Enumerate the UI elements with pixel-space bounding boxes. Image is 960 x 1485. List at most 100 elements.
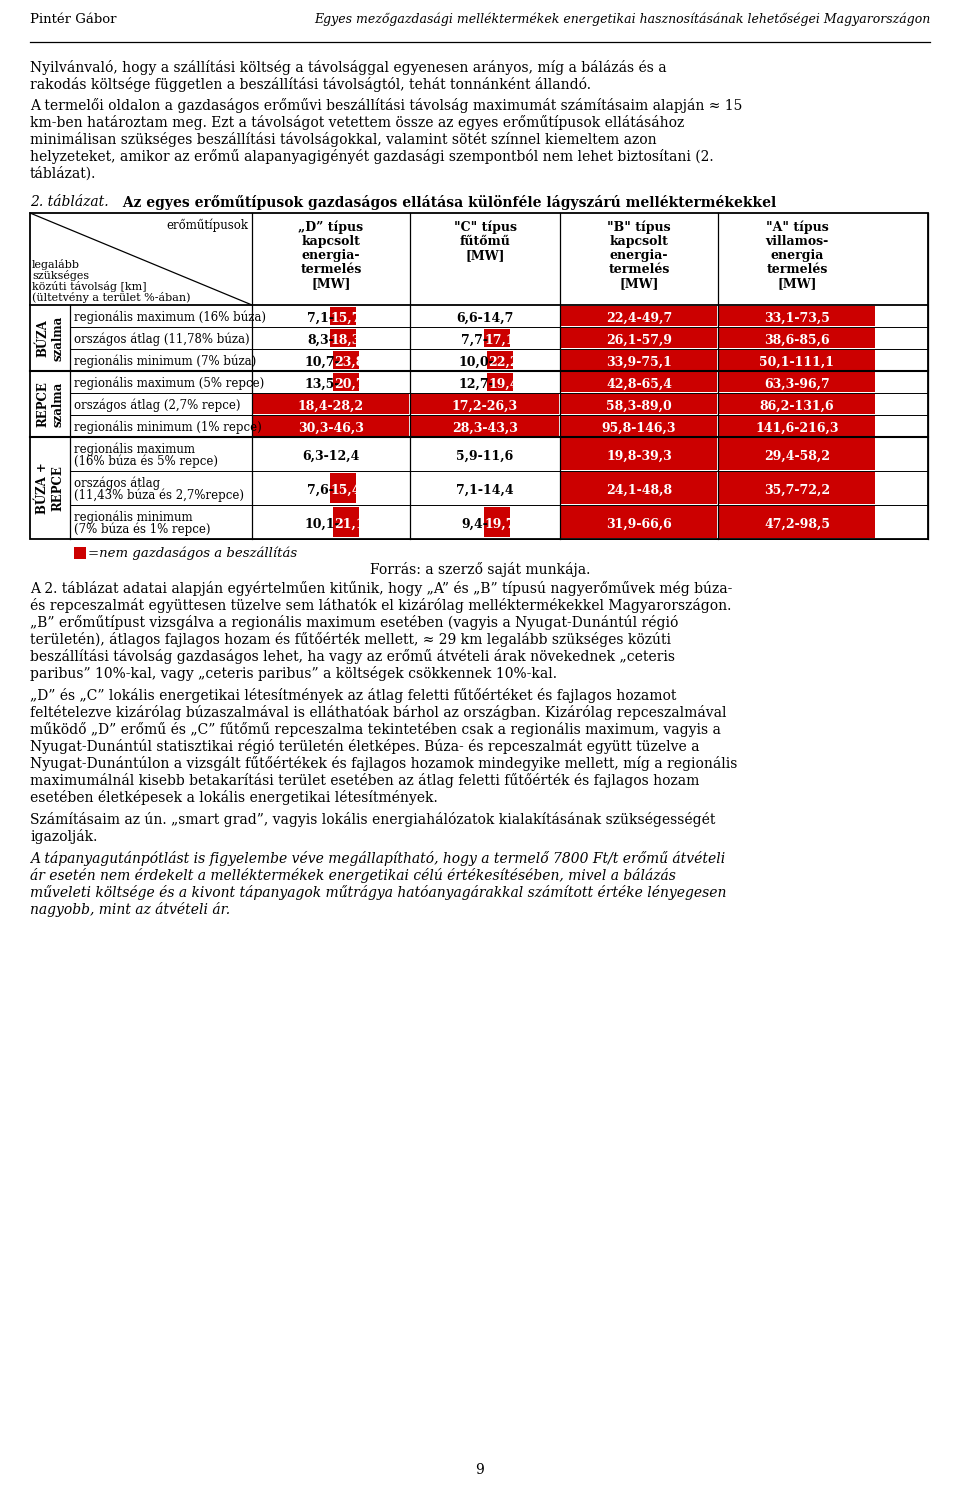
Text: műveleti költsége és a kivont tápanyagok műtrágya hatóanyagárakkal számított ért: műveleti költsége és a kivont tápanyagok… bbox=[30, 885, 727, 900]
Text: (7% búza és 1% repce): (7% búza és 1% repce) bbox=[74, 523, 210, 536]
Text: regionális maximum (16% búza): regionális maximum (16% búza) bbox=[74, 310, 266, 324]
Text: és repceszalmát együttesen tüzelve sem láthatók el kizárólag melléktermékekkel M: és repceszalmát együttesen tüzelve sem l… bbox=[30, 598, 732, 613]
Text: 7,1-: 7,1- bbox=[307, 312, 334, 325]
Text: 7,6-: 7,6- bbox=[307, 484, 334, 496]
Bar bbox=[411, 394, 559, 414]
Bar bbox=[487, 373, 513, 391]
Text: 86,2-131,6: 86,2-131,6 bbox=[759, 399, 834, 413]
Text: 22,2: 22,2 bbox=[488, 355, 518, 368]
Text: esetében életképesek a lokális energetikai létesítmények.: esetében életképesek a lokális energetik… bbox=[30, 790, 438, 805]
Text: [MW]: [MW] bbox=[619, 278, 659, 290]
Text: 31,9-66,6: 31,9-66,6 bbox=[606, 517, 672, 530]
Text: 12,7-: 12,7- bbox=[458, 377, 493, 391]
Bar bbox=[330, 330, 356, 347]
Text: BÚZA
szalma: BÚZA szalma bbox=[36, 315, 64, 361]
Text: országos átlag: országos átlag bbox=[74, 477, 160, 490]
Text: 15,4: 15,4 bbox=[331, 484, 362, 496]
Text: erőműtípusok: erőműtípusok bbox=[166, 218, 248, 232]
Text: 33,1-73,5: 33,1-73,5 bbox=[764, 312, 830, 325]
Text: rakodás költsége független a beszállítási távolságtól, tehát tonnánként állandó.: rakodás költsége független a beszállítás… bbox=[30, 77, 591, 92]
Text: energia: energia bbox=[770, 249, 824, 261]
Bar bbox=[487, 350, 513, 368]
Bar bbox=[330, 474, 356, 503]
Text: beszállítási távolság gazdaságos lehet, ha vagy az erőmű átvételi árak növekedne: beszállítási távolság gazdaságos lehet, … bbox=[30, 649, 675, 664]
Text: regionális minimum (7% búza): regionális minimum (7% búza) bbox=[74, 353, 256, 367]
Bar bbox=[411, 416, 559, 437]
Text: energia-: energia- bbox=[301, 249, 360, 261]
Text: 17,1: 17,1 bbox=[485, 334, 516, 346]
Bar bbox=[333, 350, 359, 368]
Text: 28,3-43,3: 28,3-43,3 bbox=[452, 422, 518, 435]
Text: igazolják.: igazolják. bbox=[30, 829, 97, 843]
Text: 19,8-39,3: 19,8-39,3 bbox=[606, 450, 672, 462]
Text: regionális maximum (5% repce): regionális maximum (5% repce) bbox=[74, 376, 264, 389]
Text: „D” és „C” lokális energetikai létesítmények az átlag feletti fűtőértéket és faj: „D” és „C” lokális energetikai létesítmé… bbox=[30, 688, 677, 702]
Bar bbox=[561, 472, 717, 503]
Text: helyzeteket, amikor az erőmű alapanyagigényét gazdasági szempontból nem lehet bi: helyzeteket, amikor az erőmű alapanyagig… bbox=[30, 148, 713, 163]
Text: 10,0-: 10,0- bbox=[458, 355, 493, 368]
Text: 18,4-28,2: 18,4-28,2 bbox=[298, 399, 364, 413]
Text: villamos-: villamos- bbox=[765, 235, 828, 248]
Text: [MW]: [MW] bbox=[466, 249, 505, 261]
Bar bbox=[333, 506, 359, 538]
Bar bbox=[719, 328, 875, 347]
Bar bbox=[561, 328, 717, 347]
Text: termelés: termelés bbox=[609, 263, 670, 276]
Text: maximumálnál kisebb betakarítási terület esetében az átlag feletti fűtőérték és : maximumálnál kisebb betakarítási terület… bbox=[30, 774, 700, 789]
Text: 33,9-75,1: 33,9-75,1 bbox=[606, 355, 672, 368]
Text: paribus” 10%-kal, vagy „ceteris paribus” a költségek csökkennek 10%-kal.: paribus” 10%-kal, vagy „ceteris paribus”… bbox=[30, 665, 557, 682]
Text: 2. táblázat.: 2. táblázat. bbox=[30, 195, 108, 209]
Text: 8,3-: 8,3- bbox=[307, 334, 334, 346]
Text: 35,7-72,2: 35,7-72,2 bbox=[764, 484, 830, 496]
Text: Egyes mezőgazdasági melléktermékek energetikai hasznosításának lehetőségei Magya: Egyes mezőgazdasági melléktermékek energ… bbox=[314, 13, 930, 27]
Bar bbox=[330, 307, 356, 325]
Text: 10,7-: 10,7- bbox=[304, 355, 340, 368]
Text: (ültetvény a terület %-ában): (ültetvény a terület %-ában) bbox=[32, 293, 190, 303]
Text: 19,7: 19,7 bbox=[485, 517, 516, 530]
Bar bbox=[484, 330, 510, 347]
Text: A termelői oldalon a gazdaságos erőművi beszállítási távolság maximumát számítás: A termelői oldalon a gazdaságos erőművi … bbox=[30, 98, 742, 113]
Text: A 2. táblázat adatai alapján egyértelműen kitűnik, hogy „A” és „B” típusú nagyer: A 2. táblázat adatai alapján egyértelműe… bbox=[30, 581, 732, 595]
Text: 63,3-96,7: 63,3-96,7 bbox=[764, 377, 829, 391]
Text: nagyobb, mint az átvételi ár.: nagyobb, mint az átvételi ár. bbox=[30, 901, 230, 918]
Text: 15,7: 15,7 bbox=[331, 312, 362, 325]
Bar bbox=[561, 438, 717, 469]
Text: táblázat).: táblázat). bbox=[30, 166, 96, 180]
Text: legalább: legalább bbox=[32, 258, 80, 270]
Bar bbox=[333, 373, 359, 391]
Text: 5,9-11,6: 5,9-11,6 bbox=[456, 450, 514, 462]
Text: kapcsolt: kapcsolt bbox=[301, 235, 360, 248]
Bar bbox=[719, 306, 875, 327]
Bar bbox=[484, 506, 510, 538]
Text: kapcsolt: kapcsolt bbox=[610, 235, 668, 248]
Text: 29,4-58,2: 29,4-58,2 bbox=[764, 450, 830, 462]
Text: A tápanyagutánpótlást is figyelembe véve megállapítható, hogy a termelő 7800 Ft/: A tápanyagutánpótlást is figyelembe véve… bbox=[30, 851, 725, 866]
Text: 42,8-65,4: 42,8-65,4 bbox=[606, 377, 672, 391]
Bar bbox=[561, 416, 717, 437]
Text: km-ben határoztam meg. Ezt a távolságot vetettem össze az egyes erőműtípusok ell: km-ben határoztam meg. Ezt a távolságot … bbox=[30, 114, 684, 131]
Text: Nyugat-Dunántúl statisztikai régió területén életképes. Búza- és repceszalmát eg: Nyugat-Dunántúl statisztikai régió terül… bbox=[30, 740, 700, 754]
Text: Az egyes erőműtípusok gazdaságos ellátása különféle lágyszárú melléktermékekkel: Az egyes erőműtípusok gazdaságos ellátás… bbox=[118, 195, 777, 209]
Text: 18,3: 18,3 bbox=[331, 334, 361, 346]
Text: 24,1-48,8: 24,1-48,8 bbox=[606, 484, 672, 496]
Bar bbox=[719, 373, 875, 392]
Text: 38,6-85,6: 38,6-85,6 bbox=[764, 334, 829, 346]
Text: 58,3-89,0: 58,3-89,0 bbox=[606, 399, 672, 413]
Text: 50,1-111,1: 50,1-111,1 bbox=[759, 355, 834, 368]
Text: 6,3-12,4: 6,3-12,4 bbox=[302, 450, 360, 462]
Text: 9: 9 bbox=[475, 1463, 485, 1478]
Text: 20,7: 20,7 bbox=[334, 377, 365, 391]
Text: működő „D” erőmű és „C” fűtőmű repceszalma tekintetében csak a regionális maximu: működő „D” erőmű és „C” fűtőmű repceszal… bbox=[30, 722, 721, 737]
Text: fűtőmű: fűtőmű bbox=[460, 235, 511, 248]
Text: "A" típus: "A" típus bbox=[766, 221, 828, 235]
Text: feltételezve kizárólag búzaszalmával is elláthatóak bárhol az országban. Kizáról: feltételezve kizárólag búzaszalmával is … bbox=[30, 705, 727, 720]
Text: [MW]: [MW] bbox=[311, 278, 350, 290]
Bar bbox=[30, 212, 928, 539]
Text: „B” erőműtípust vizsgálva a regionális maximum esetében (vagyis a Nyugat-Dunántú: „B” erőműtípust vizsgálva a regionális m… bbox=[30, 615, 679, 630]
Text: „D” típus: „D” típus bbox=[299, 221, 364, 235]
Text: "B" típus: "B" típus bbox=[607, 221, 671, 235]
Text: 19,4: 19,4 bbox=[488, 377, 518, 391]
Text: "C" típus: "C" típus bbox=[453, 221, 516, 235]
Text: REPCE
szalma: REPCE szalma bbox=[36, 382, 64, 428]
Bar bbox=[719, 472, 875, 503]
